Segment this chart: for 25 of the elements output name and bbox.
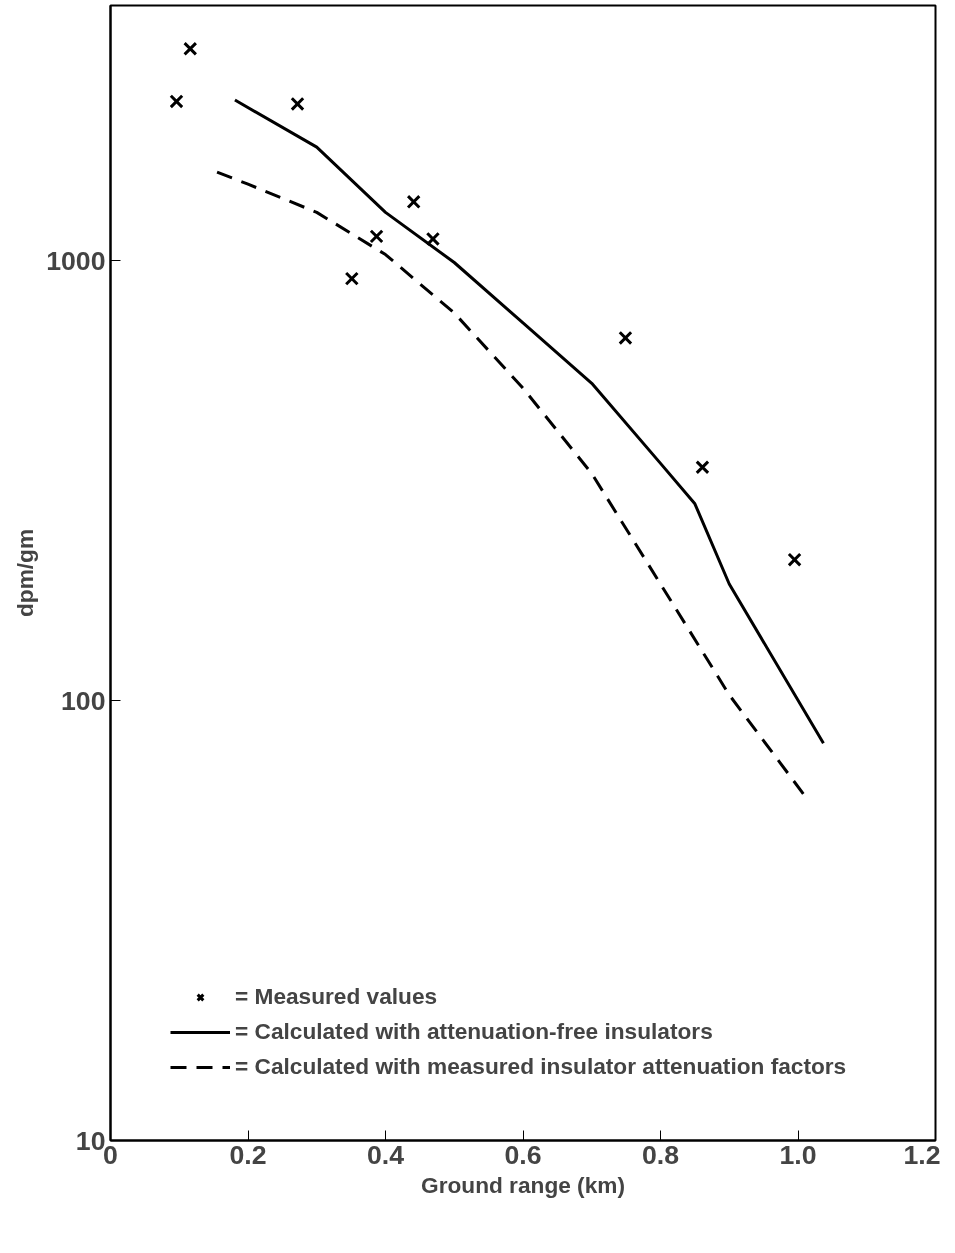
line-series <box>233 98 825 745</box>
point <box>695 460 710 475</box>
legend-label: = Calculated with attenuation-free insulators <box>235 1018 713 1045</box>
point <box>169 94 184 109</box>
point <box>425 231 441 247</box>
point <box>344 271 359 286</box>
point <box>787 552 802 567</box>
x-axis-title: Ground range (km) <box>421 1171 625 1198</box>
line-series <box>215 170 806 797</box>
point <box>183 41 198 56</box>
x-tick-label: 1.0 <box>779 1139 817 1170</box>
point <box>290 96 305 112</box>
legend-label: = Calculated with measured insulator attenuation factors <box>235 1053 847 1080</box>
point <box>406 194 421 209</box>
x-tick-label: 0.6 <box>504 1139 542 1170</box>
point <box>369 229 384 244</box>
x-tick-label: 1.2 <box>903 1139 941 1170</box>
x-tick-label: 0.4 <box>366 1139 405 1170</box>
y-axis-title: dpm/gm <box>12 528 39 618</box>
point <box>618 330 633 346</box>
y-tick-label: 1000 <box>46 245 106 276</box>
legend-label: = Measured values <box>235 983 438 1010</box>
y-tick-label: 100 <box>61 685 106 716</box>
x-tick-label: 0.2 <box>229 1139 267 1170</box>
x-tick-label: 0.8 <box>641 1139 680 1170</box>
